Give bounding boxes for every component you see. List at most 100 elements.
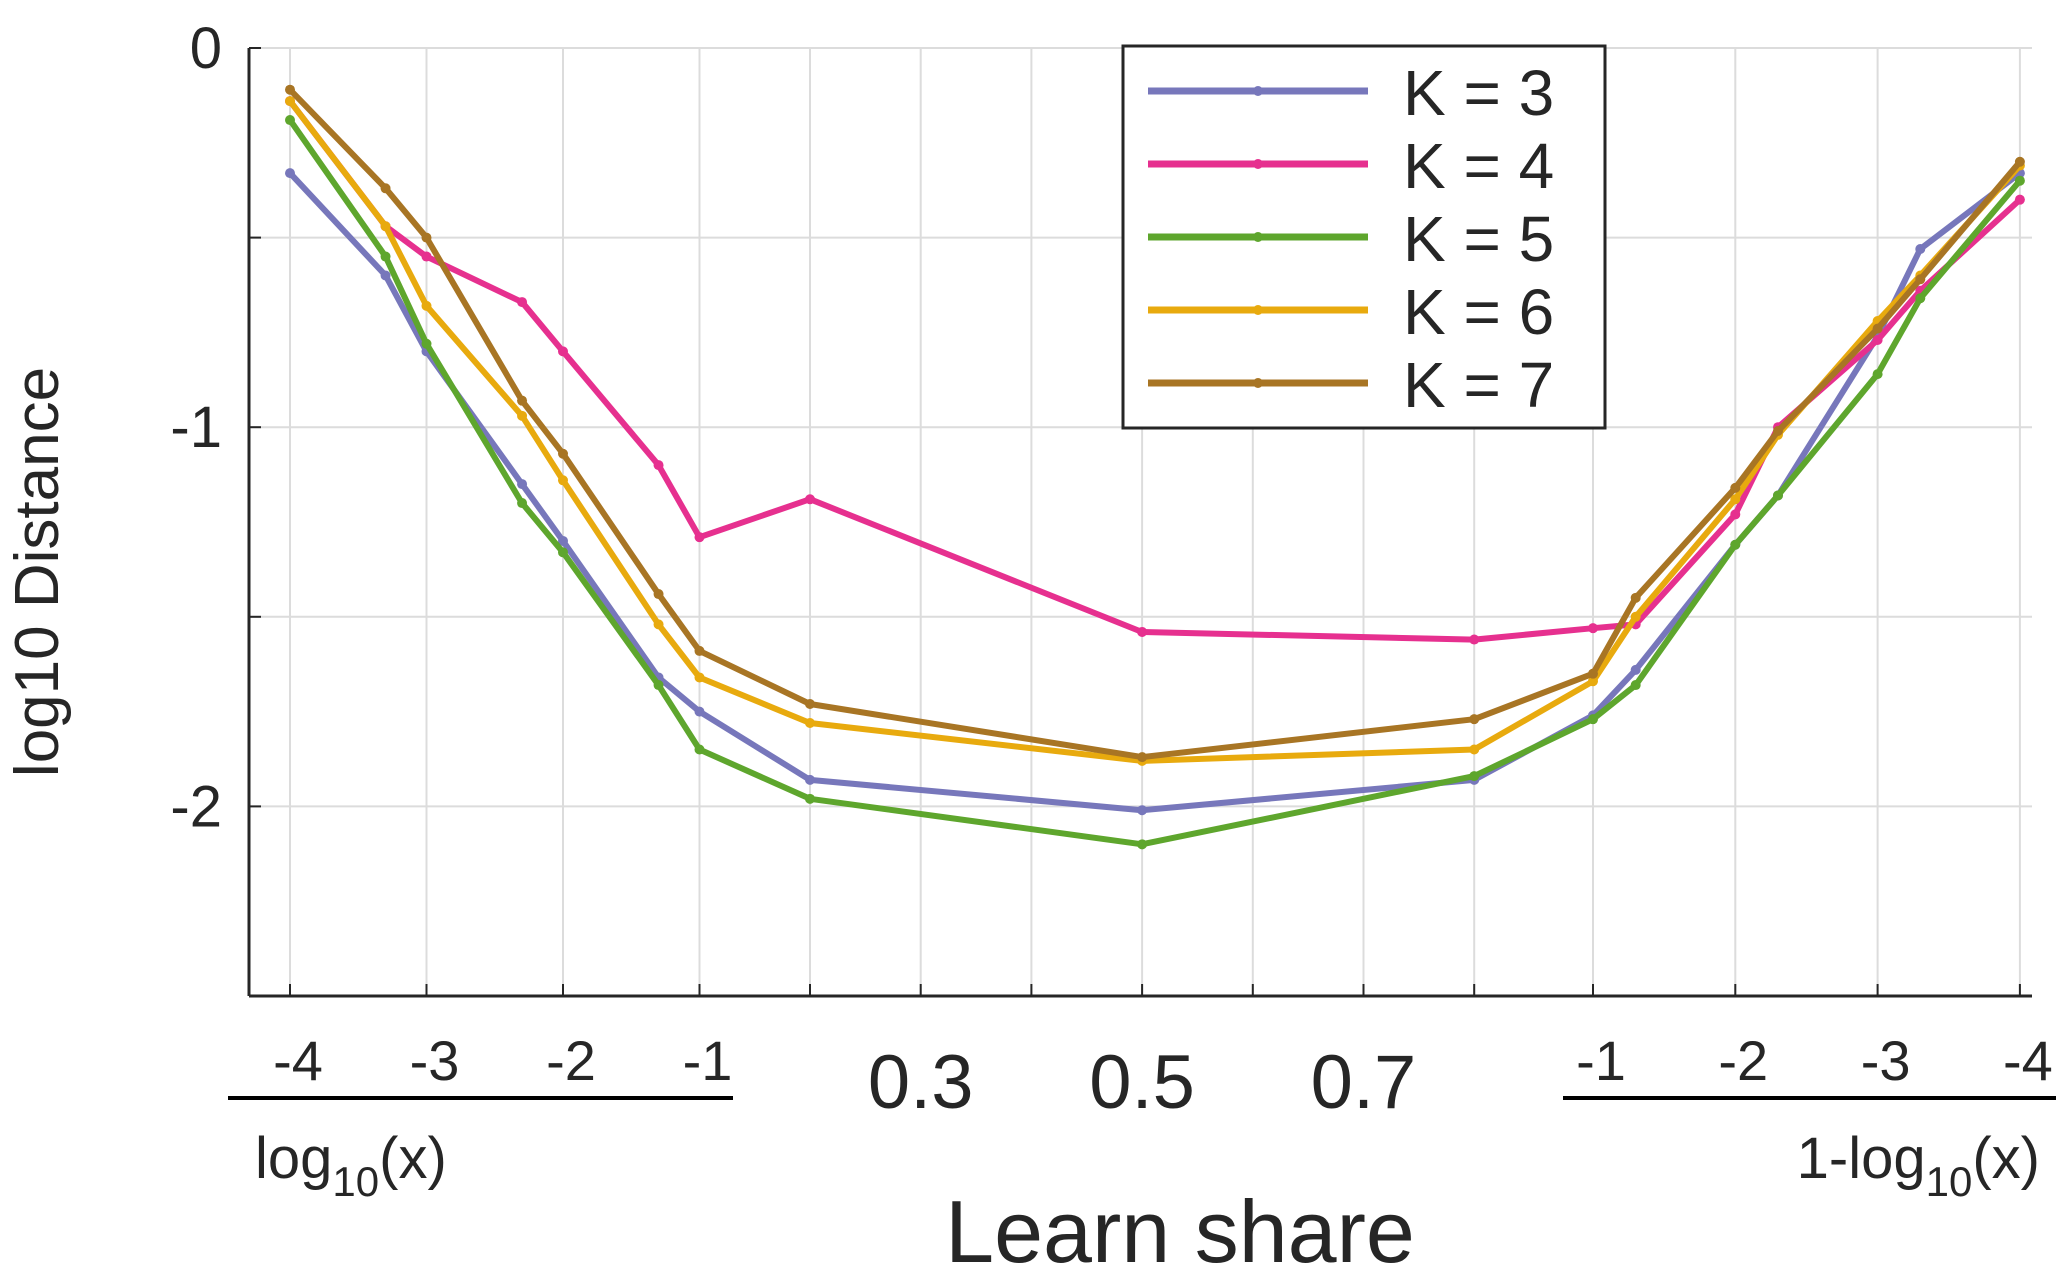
data-point xyxy=(1872,369,1883,380)
data-point xyxy=(558,346,568,357)
x-tick-label-right: -1 xyxy=(1576,1029,1626,1092)
data-point xyxy=(558,448,568,459)
x-tick-label-middle: 0.7 xyxy=(1311,1040,1417,1125)
x-tick-label-left: -3 xyxy=(410,1029,460,1092)
data-point xyxy=(653,460,664,471)
data-point xyxy=(517,395,528,406)
data-point xyxy=(1915,243,1926,254)
legend-label: K = 4 xyxy=(1403,130,1554,202)
data-point xyxy=(558,475,568,486)
x-tick-label-left: -4 xyxy=(273,1029,323,1092)
data-point xyxy=(2014,156,2025,167)
y-axis-label: log10 Distance xyxy=(3,367,72,777)
data-point xyxy=(285,168,295,179)
data-point xyxy=(1469,771,1480,782)
data-point xyxy=(1630,680,1641,691)
x-axis-label: Learn share xyxy=(945,1182,1415,1270)
legend-label: K = 7 xyxy=(1403,349,1554,421)
data-point xyxy=(380,251,391,262)
data-point xyxy=(1630,611,1641,622)
data-point xyxy=(517,297,528,308)
y-tick-label: -1 xyxy=(170,395,222,460)
data-point xyxy=(1915,293,1926,304)
data-point xyxy=(285,84,295,95)
x-tick-label-left: -2 xyxy=(546,1029,596,1092)
data-point xyxy=(653,680,664,691)
data-point xyxy=(285,115,295,126)
data-point xyxy=(421,338,432,349)
data-point xyxy=(1137,805,1148,816)
data-point xyxy=(1630,664,1641,675)
legend-marker xyxy=(1253,232,1263,242)
x-tick-label-middle: 0.3 xyxy=(868,1040,974,1125)
legend-label: K = 6 xyxy=(1403,276,1554,348)
data-point xyxy=(694,645,705,656)
data-point xyxy=(653,619,664,630)
data-point xyxy=(805,494,815,505)
segment-axis-title-left: log10(x) xyxy=(255,1126,447,1205)
axes xyxy=(247,47,2032,998)
data-point xyxy=(805,717,815,728)
data-point xyxy=(805,774,815,785)
segment-title-subscript: 10 xyxy=(1926,1158,1973,1205)
data-point xyxy=(1872,334,1883,345)
data-point xyxy=(805,699,815,710)
data-point xyxy=(1588,623,1598,634)
data-point xyxy=(1730,509,1741,520)
data-point xyxy=(1588,714,1598,725)
segment-title-rest: (x) xyxy=(379,1126,447,1191)
segment-title-base: 1-log xyxy=(1797,1126,1926,1191)
data-point xyxy=(1137,752,1148,763)
data-point xyxy=(1772,490,1783,501)
data-point xyxy=(1730,482,1741,493)
data-point xyxy=(2014,194,2025,205)
data-point xyxy=(1588,676,1598,687)
data-point xyxy=(1588,668,1598,679)
data-point xyxy=(1915,274,1926,285)
legend-label: K = 5 xyxy=(1403,203,1554,275)
x-tick-label-right: -3 xyxy=(1861,1029,1911,1092)
data-point xyxy=(1872,323,1883,334)
segment-axis-title-right: 1-log10(x) xyxy=(1797,1126,2040,1205)
legend-marker xyxy=(1253,159,1263,169)
series-3 xyxy=(285,115,2025,850)
data-point xyxy=(1772,425,1783,436)
data-point xyxy=(2014,175,2025,186)
data-point xyxy=(694,744,705,755)
y-tick-label: 0 xyxy=(190,16,222,81)
data-point xyxy=(1730,494,1741,505)
data-point xyxy=(1137,839,1148,850)
data-point xyxy=(805,793,815,804)
legend: K = 3K = 4K = 5K = 6K = 7 xyxy=(1121,44,1607,430)
x-tick-label-right: -2 xyxy=(1718,1029,1768,1092)
x-tick-label-left: -1 xyxy=(683,1029,733,1092)
series-5 xyxy=(285,84,2025,763)
segment-title-subscript: 10 xyxy=(332,1158,379,1205)
data-point xyxy=(694,672,705,683)
x-tick-label-middle: 0.5 xyxy=(1089,1040,1195,1125)
data-point xyxy=(694,532,705,543)
data-point xyxy=(1730,539,1741,550)
legend-marker xyxy=(1253,378,1263,388)
legend-marker xyxy=(1253,305,1263,315)
data-point xyxy=(517,410,528,421)
data-point xyxy=(558,547,568,558)
data-point xyxy=(694,706,705,717)
segment-title-rest: (x) xyxy=(1972,1126,2040,1191)
data-point xyxy=(380,183,391,194)
data-point xyxy=(558,535,568,546)
data-point xyxy=(1137,626,1148,637)
data-point xyxy=(380,221,391,232)
data-point xyxy=(380,270,391,281)
data-point xyxy=(517,498,528,509)
legend-label: K = 3 xyxy=(1403,57,1554,129)
series-lines xyxy=(285,84,2025,850)
segment-title-base: log xyxy=(255,1126,332,1191)
data-point xyxy=(421,300,432,311)
data-point xyxy=(653,589,664,600)
data-point xyxy=(1469,744,1480,755)
data-point xyxy=(517,479,528,490)
data-point xyxy=(421,232,432,243)
